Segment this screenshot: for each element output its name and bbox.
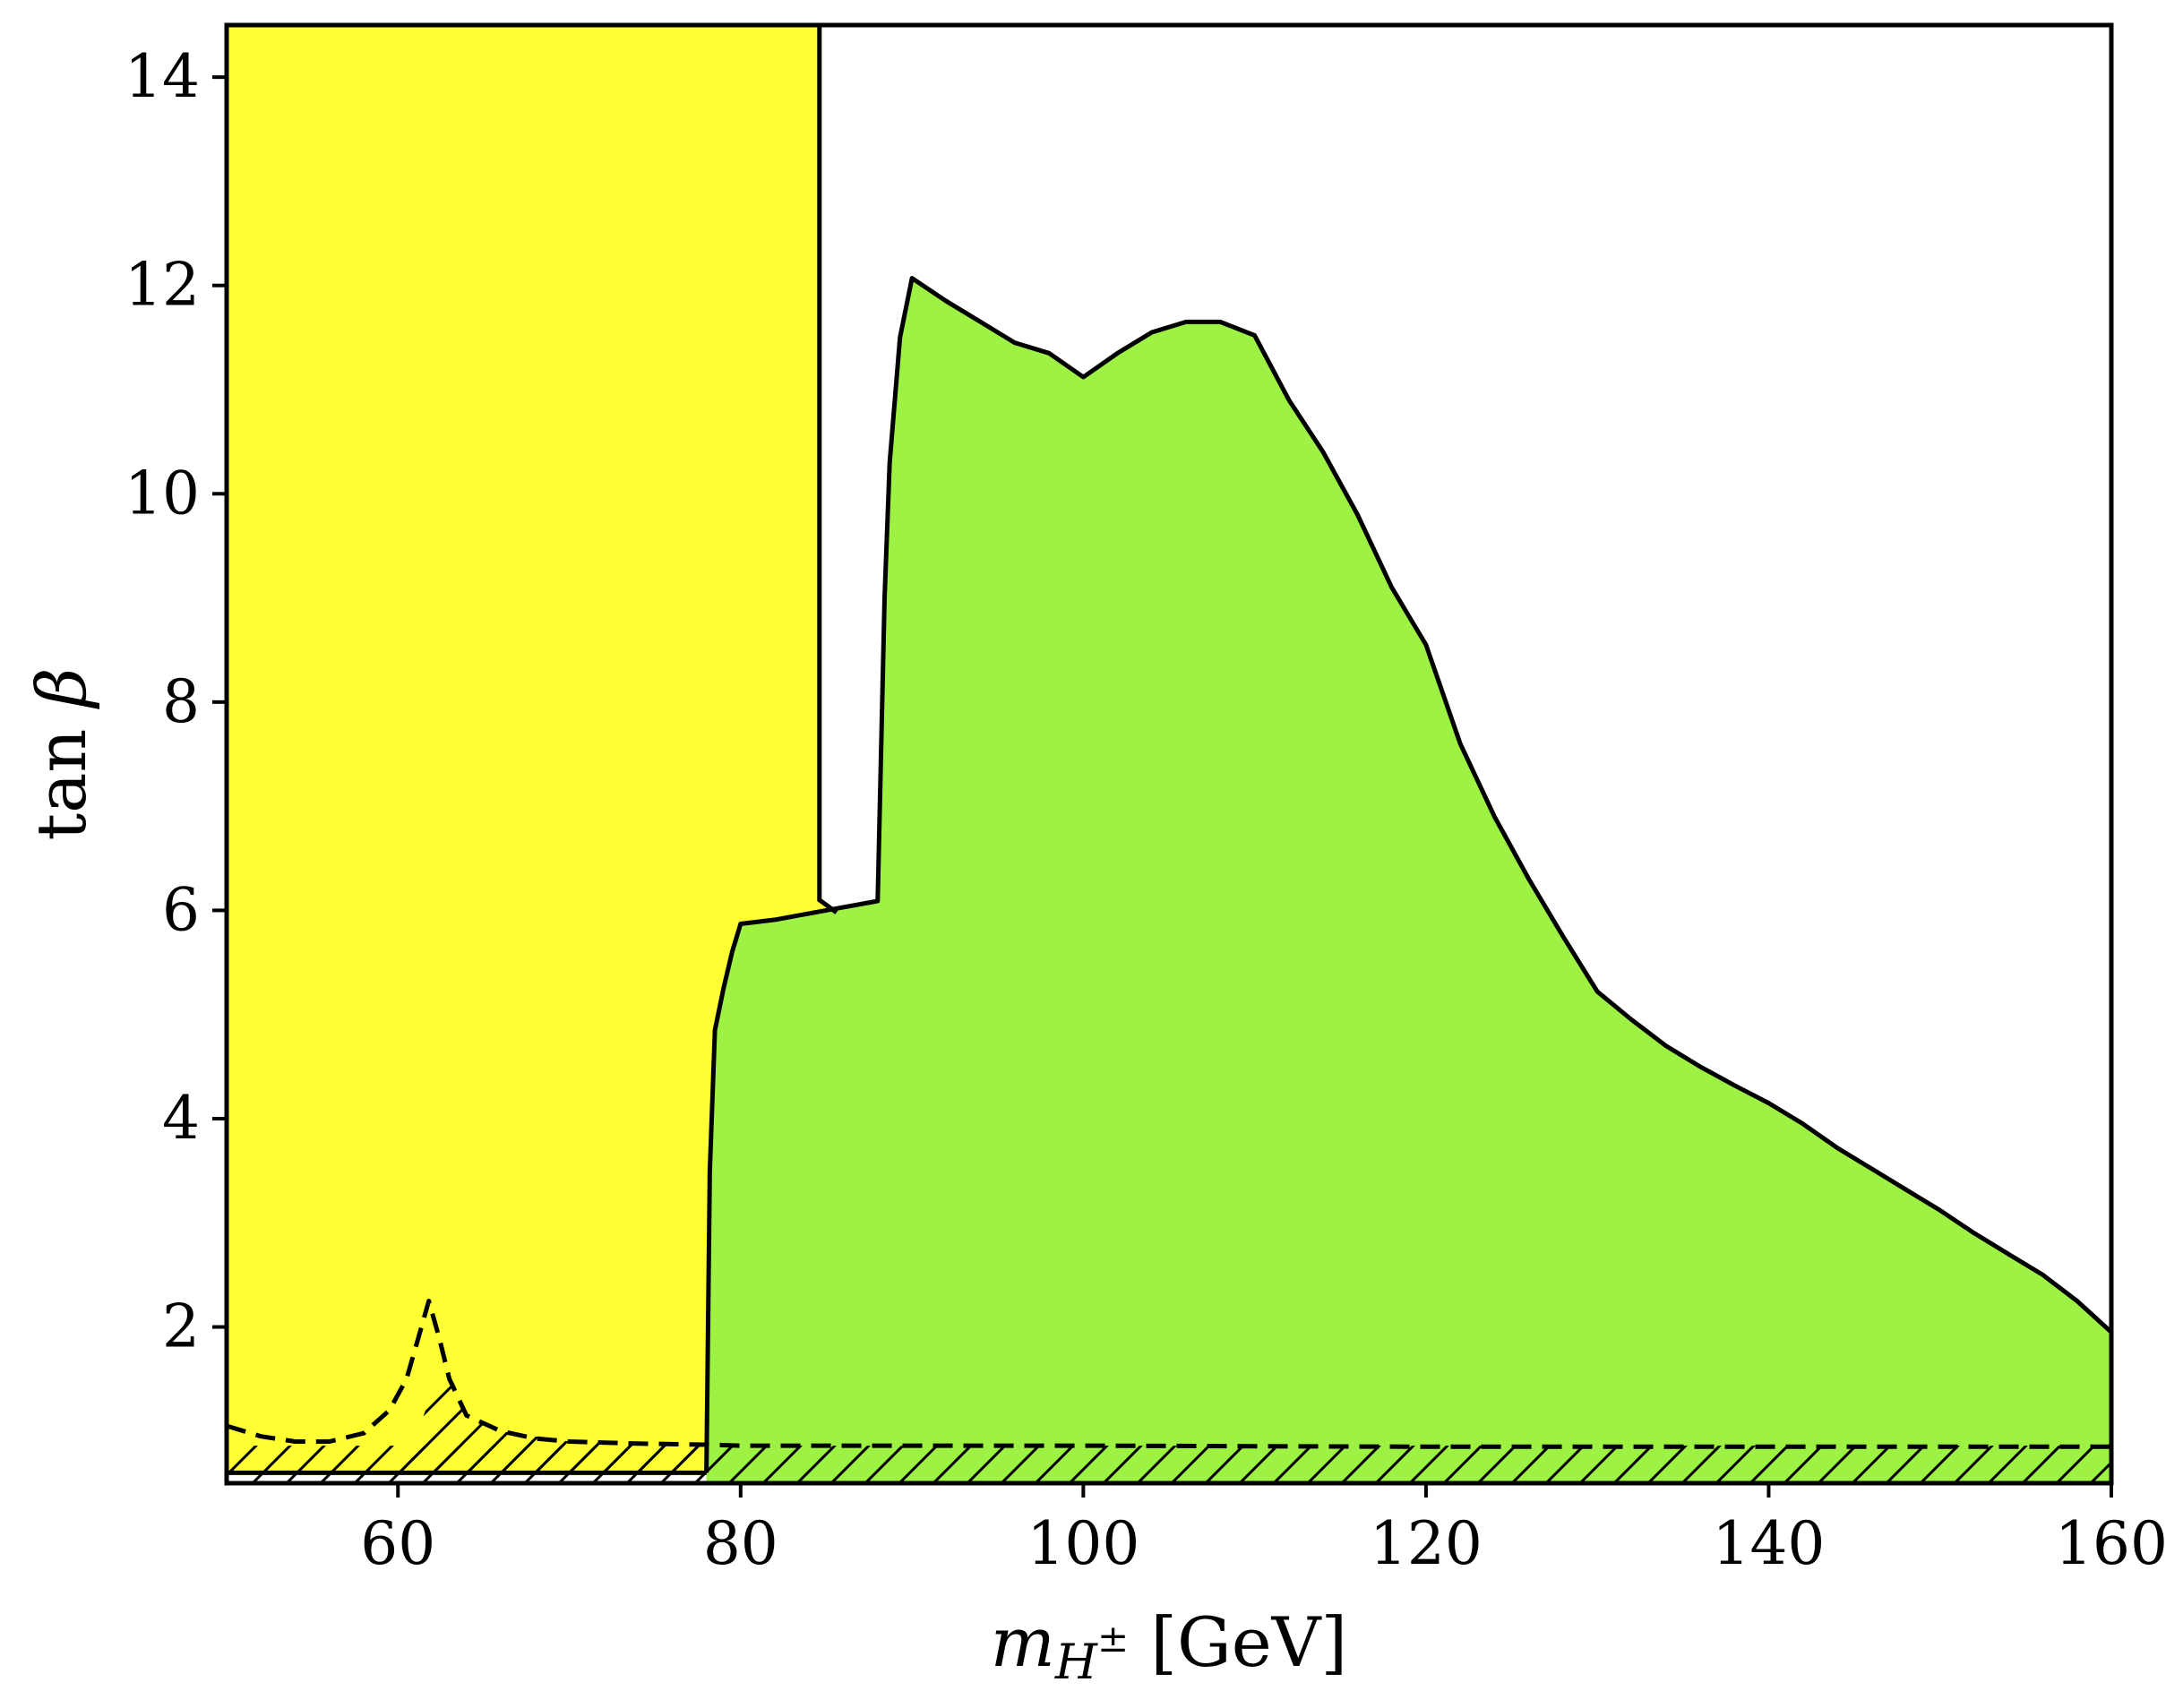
x-tick-label: 60	[360, 1509, 435, 1578]
x-tick-label: 140	[1712, 1509, 1825, 1578]
y-tick-label: 10	[125, 459, 200, 528]
y-tick-label: 14	[125, 42, 200, 111]
x-tick-label: 100	[1027, 1509, 1139, 1578]
y-tick-label: 8	[162, 667, 200, 736]
yellow-region-boundary	[817, 25, 838, 914]
y-tick-label: 12	[125, 251, 200, 320]
y-tick-label: 6	[162, 875, 200, 944]
y-axis-label: tan β	[21, 668, 101, 841]
green-excluded-region	[706, 278, 2111, 1483]
dashed-limit-curve	[227, 1299, 2111, 1449]
x-tick-label: 80	[703, 1509, 778, 1578]
y-tick-label: 4	[162, 1084, 200, 1153]
y-axis: 2 4 6 8 10 12 14	[125, 42, 227, 1361]
y-tick-label: 2	[162, 1292, 200, 1361]
green-region-boundary	[704, 276, 2111, 1473]
x-tick-label: 120	[1370, 1509, 1483, 1578]
x-axis: 60 80 100 120 140 160	[360, 1483, 2168, 1578]
x-axis-label: mH± [GeV]	[991, 1602, 1347, 1690]
x-tick-label: 160	[2055, 1509, 2168, 1578]
plot-area	[227, 25, 2111, 1483]
plot-frame	[224, 22, 2114, 1486]
